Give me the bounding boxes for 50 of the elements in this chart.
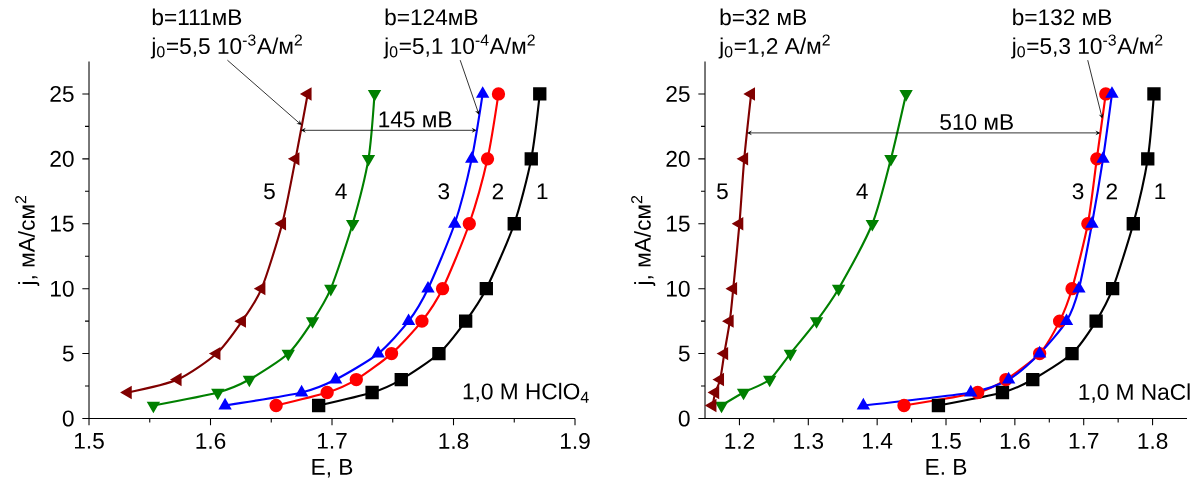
x-tick-label: 1.7	[317, 432, 347, 449]
annotation: j$_{0}$=5,1 10$^{-4}$А/м$^{2}$	[383, 34, 535, 59]
text: b=111мВ	[152, 8, 242, 26]
text: j$_{0}$=1,2 А/м$^{2}$	[718, 34, 830, 59]
x-tick-label: 1.7	[1069, 432, 1099, 449]
y-tick-label: 5	[678, 345, 690, 362]
x-tick-label: 1.5	[931, 432, 961, 449]
series-label: 2	[492, 183, 504, 200]
x-tick-label: 1.9	[560, 432, 590, 450]
annotation: 145 мВ	[379, 111, 452, 128]
y-tick-label: 20	[50, 150, 74, 167]
x-axis-title: E. В	[926, 459, 967, 475]
y-tick-label: 5	[62, 345, 74, 362]
series-label: 5	[264, 183, 275, 200]
y-tick-label: 20	[666, 150, 690, 167]
x-tick-label: 1.6	[1000, 432, 1030, 450]
y-tick-label: 15	[667, 215, 690, 232]
y-axis-title: j, мА/см$^{2}$	[631, 195, 656, 287]
y-axis-title: j, мА/см$^{2}$	[15, 195, 40, 287]
annotation: 510 мВ	[940, 113, 1013, 130]
x-tick-label: 1.4	[863, 432, 893, 449]
x-tick-label: 1.2	[725, 432, 755, 449]
y-tick-label: 10	[51, 280, 74, 297]
y-tick-label: 15	[51, 215, 74, 232]
x-tick-label: 1.8	[1138, 432, 1168, 450]
text: b=124мВ	[385, 8, 478, 26]
x-axis-title: E, В	[312, 459, 353, 478]
y-tick-label: 0	[678, 410, 690, 427]
series-label: 5	[716, 183, 728, 200]
series-label: 3	[438, 183, 450, 200]
x-tick-label: 1.6	[196, 432, 226, 450]
x-tick-label: 1.8	[439, 432, 469, 450]
y-tick-label: 25	[50, 85, 74, 102]
series-label: 2	[1106, 183, 1117, 200]
annotation: j$_{0}$=5,3 10$^{-3}$А/м$^{2}$	[1011, 34, 1163, 59]
text: b=132 мВ	[1013, 8, 1112, 26]
series-label: 1	[537, 183, 548, 200]
annotation: 1,0 M NaCl	[1079, 383, 1190, 403]
x-tick-label: 1.5	[74, 432, 104, 449]
y-tick-label: 10	[667, 280, 690, 297]
y-tick-label: 0	[62, 410, 74, 427]
y-tick-label: 25	[666, 85, 690, 102]
annotation: j$_{0}$=5,5 10$^{-3}$А/м$^{2}$	[150, 34, 302, 59]
annotation: 1,0 M HClO$_{4}$	[463, 382, 589, 403]
series-label: 4	[856, 183, 868, 200]
x-tick-label: 1.3	[794, 432, 824, 450]
series-label: 3	[1072, 183, 1084, 200]
text: b=32 мВ	[720, 8, 806, 26]
series-label: 4	[335, 183, 347, 200]
series-label: 1	[1155, 183, 1166, 200]
